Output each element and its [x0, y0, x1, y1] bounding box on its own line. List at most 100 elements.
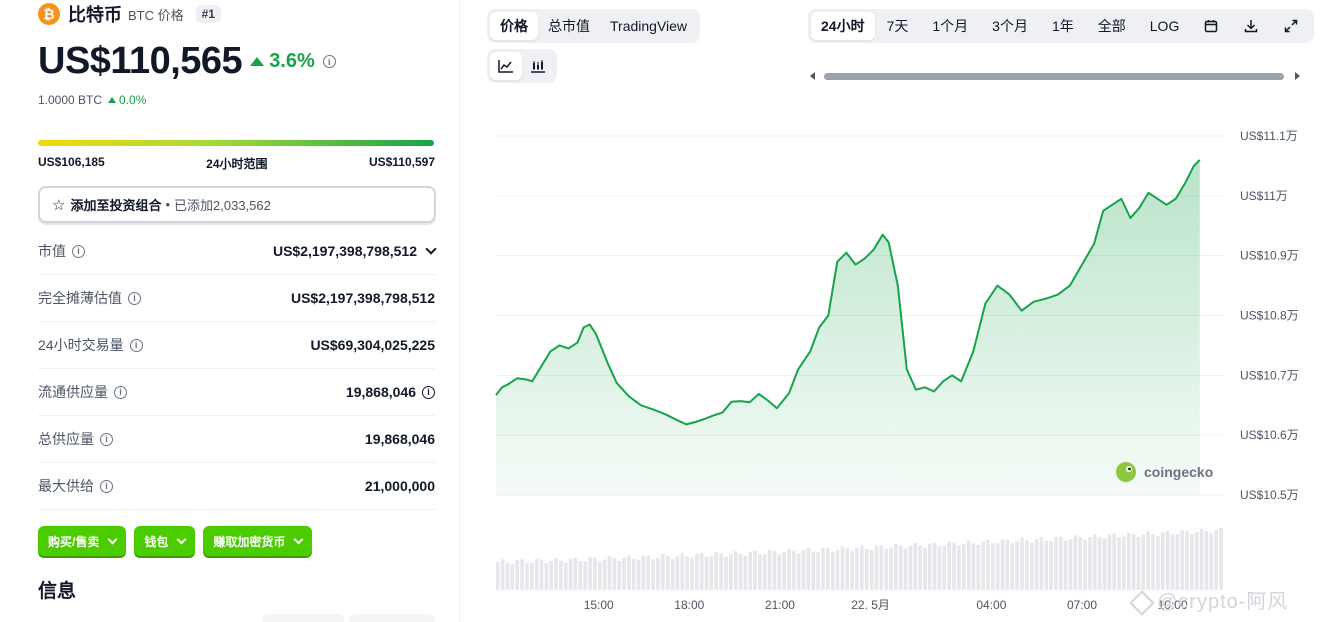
volume-bar	[597, 561, 602, 590]
info-icon[interactable]: i	[128, 291, 141, 305]
y-tick-label: US$11万	[1240, 189, 1288, 203]
volume-bar	[534, 558, 539, 590]
volume-bar	[661, 554, 665, 590]
range-scrollbar[interactable]	[810, 70, 1304, 82]
volume-bar	[631, 559, 636, 590]
volume-bar	[525, 563, 529, 590]
stat-value: 19,868,046 i	[346, 384, 435, 400]
volume-bar	[874, 545, 879, 590]
scroll-left-icon[interactable]	[810, 72, 815, 80]
volume-bar	[685, 556, 689, 590]
download-icon[interactable]	[1231, 12, 1271, 40]
buy-sell-button[interactable]: 购买/售卖	[38, 526, 127, 556]
calendar-icon[interactable]	[1191, 12, 1231, 40]
watermark-diamond-icon	[1129, 589, 1155, 616]
x-tick-label: 22. 5月	[851, 598, 890, 612]
stat-value: US$2,197,398,798,512	[273, 243, 437, 259]
volume-bar	[889, 548, 893, 590]
volume-bar	[1126, 532, 1131, 590]
volume-bar	[855, 547, 859, 590]
line-chart-icon[interactable]	[490, 52, 522, 80]
tab-range-log[interactable]: LOG	[1149, 18, 1180, 34]
volume-bar	[1136, 537, 1141, 590]
volume-bar	[991, 543, 995, 590]
volume-bar	[733, 551, 738, 590]
stat-label: 24小时交易量 i	[38, 335, 143, 355]
stat-row-market-cap[interactable]: 市值 i US$2,197,398,798,512	[38, 228, 437, 275]
volume-bar	[1185, 530, 1189, 590]
tab-price[interactable]: 价格	[490, 12, 538, 40]
volume-bar	[627, 555, 631, 590]
volume-bar	[704, 556, 709, 590]
tab-tradingview[interactable]: TradingView	[610, 18, 688, 34]
wallet-button[interactable]: 钱包	[134, 526, 196, 556]
stat-row-volume-24h: 24小时交易量 i US$69,304,025,225	[38, 322, 435, 369]
info-icon[interactable]: i	[100, 479, 113, 493]
tab-range-all[interactable]: 全部	[1097, 18, 1126, 34]
tab-market-cap[interactable]: 总市值	[548, 18, 590, 34]
volume-bar	[903, 548, 908, 590]
btc-value: 1.0000 BTC	[38, 93, 103, 107]
volume-bar	[821, 548, 825, 590]
volume-bar	[986, 539, 990, 590]
info-tab-placeholder[interactable]	[262, 614, 344, 622]
stat-label: 最大供给 i	[38, 476, 113, 496]
volume-bar	[884, 549, 888, 590]
scrollbar-thumb[interactable]	[824, 73, 1284, 80]
info-tab-placeholder[interactable]	[349, 614, 435, 622]
volume-bar	[1039, 537, 1044, 590]
info-icon[interactable]: i	[72, 244, 85, 258]
stat-row-max-supply: 最大供给 i 21,000,000	[38, 463, 435, 510]
x-tick-label: 10:00	[1158, 598, 1188, 612]
price-chart-svg[interactable]: US$11.1万 US$11万 US$10.9万 US$10.8万 US$10.7万 US…	[490, 100, 1329, 622]
volume-bar	[607, 556, 612, 590]
volume-bar	[1025, 540, 1029, 590]
info-icon[interactable]: i	[129, 338, 143, 352]
tab-range-7d[interactable]: 7天	[886, 18, 909, 34]
volume-bar	[806, 548, 811, 590]
price-chart[interactable]: US$11.1万 US$11万 US$10.9万 US$10.8万 US$10.7万 US…	[490, 100, 1329, 622]
x-tick-label: 07:00	[1067, 598, 1097, 612]
volume-bar	[690, 557, 694, 590]
volume-bar	[1219, 527, 1223, 590]
info-icon[interactable]: i	[114, 385, 127, 399]
action-buttons: 购买/售卖 钱包 赚取加密货币	[38, 526, 313, 556]
tab-range-24h[interactable]: 24小时	[811, 12, 875, 40]
candlestick-icon[interactable]	[522, 52, 554, 80]
volume-bar	[520, 559, 524, 590]
chevron-down-icon[interactable]	[425, 243, 437, 255]
volume-bar	[1170, 534, 1175, 590]
volume-bar	[762, 554, 767, 590]
tab-range-1m[interactable]: 1个月	[932, 18, 969, 34]
earn-crypto-button[interactable]: 赚取加密货币	[203, 526, 313, 556]
tab-range-3m[interactable]: 3个月	[992, 18, 1028, 34]
expand-icon[interactable]	[1271, 12, 1311, 40]
volume-bar	[539, 559, 544, 590]
volume-bar	[709, 556, 714, 590]
tab-range-1y[interactable]: 1年	[1051, 18, 1074, 34]
volume-bar	[782, 552, 786, 590]
add-to-portfolio-button[interactable]: ☆ 添加至投资组合 • 已添加2,033,562	[38, 186, 436, 223]
triangle-up-icon	[108, 97, 117, 103]
volume-bar	[1029, 542, 1034, 590]
volume-bar	[1088, 536, 1092, 590]
volume-bar	[830, 551, 835, 590]
volume-bar	[544, 563, 549, 590]
volume-bar	[898, 545, 903, 590]
triangle-up-icon	[250, 57, 265, 66]
volume-bar	[1156, 536, 1160, 590]
scroll-right-icon[interactable]	[1295, 72, 1300, 80]
volume-bar	[602, 559, 607, 590]
volume-bar	[961, 543, 966, 590]
coingecko-watermark: coingecko	[1116, 462, 1213, 482]
volume-bar	[738, 553, 743, 590]
volume-bar	[1199, 528, 1204, 590]
volume-bar	[1131, 533, 1136, 590]
volume-bar	[699, 553, 704, 590]
price-line[interactable]	[495, 159, 1201, 426]
volume-bar	[1073, 535, 1078, 590]
info-icon[interactable]: i	[422, 385, 435, 399]
info-icon[interactable]: i	[100, 432, 113, 446]
info-icon[interactable]: i	[322, 55, 336, 68]
y-tick-label: US$10.8万	[1240, 309, 1299, 323]
